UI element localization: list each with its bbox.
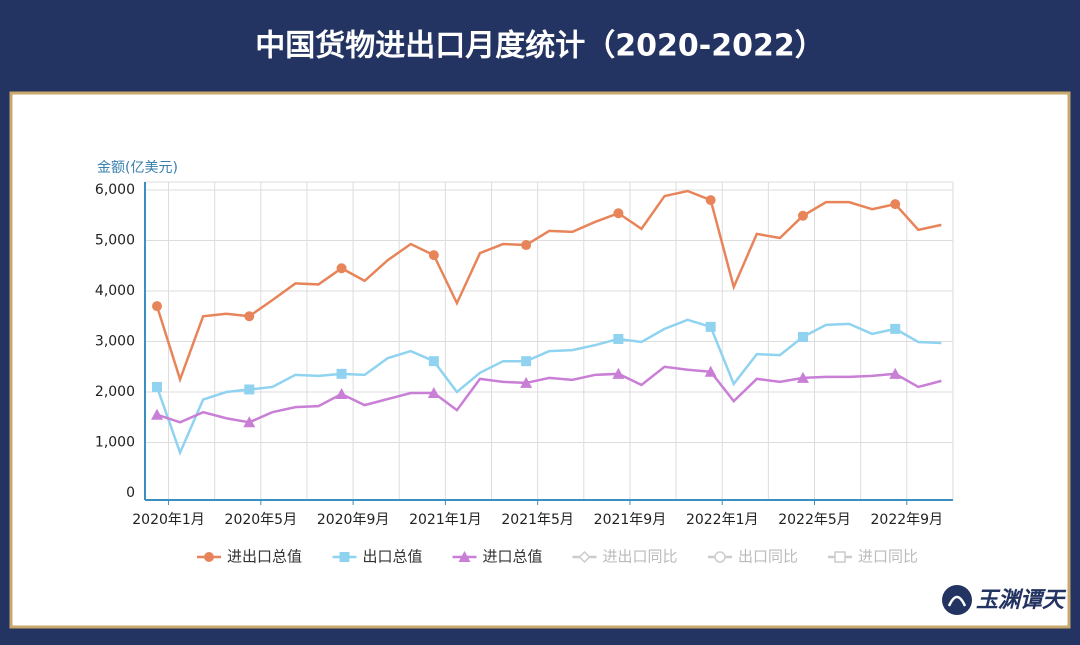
data-point [890, 199, 901, 210]
data-point [613, 208, 624, 219]
y-tick-label: 4,000 [95, 283, 135, 299]
legend-item: 进口同比 [828, 548, 918, 566]
data-point [520, 376, 533, 388]
data-point [521, 240, 532, 251]
legend-label: 进口同比 [858, 548, 918, 566]
legend-marker [339, 552, 350, 562]
watermark: 玉渊谭天 [976, 588, 1067, 613]
watermark-logo [942, 585, 972, 615]
legend-item: 出口同比 [708, 548, 798, 566]
legend-label: 进口总值 [483, 548, 543, 566]
data-point [244, 311, 255, 322]
y-tick-label: 0 [126, 485, 135, 501]
legend-label: 进出口总值 [227, 548, 302, 566]
data-point [244, 384, 255, 395]
legend-marker [578, 550, 591, 564]
data-point [521, 356, 532, 367]
data-point [797, 331, 808, 342]
data-point [796, 371, 809, 383]
data-point [890, 323, 901, 334]
data-point [428, 250, 439, 261]
legend-item: 进口总值 [452, 548, 543, 566]
legend-marker [458, 551, 471, 562]
data-point [335, 388, 348, 400]
y-tick-label: 1,000 [95, 435, 135, 451]
legend-label: 出口同比 [738, 548, 798, 566]
data-point [705, 195, 716, 206]
data-point [613, 333, 624, 344]
data-point [152, 381, 162, 392]
data-point [336, 368, 347, 379]
x-tick-label: 2022年5月 [778, 512, 851, 528]
data-point [612, 367, 625, 379]
data-point [151, 408, 163, 420]
y-axis-label: 金额(亿美元) [97, 160, 178, 176]
legend-marker [834, 551, 846, 563]
legend-item: 出口总值 [332, 548, 423, 566]
legend-label: 进出口同比 [603, 548, 678, 566]
legend-item: 进出口总值 [197, 548, 302, 566]
x-tick-label: 2022年1月 [686, 512, 759, 528]
legend-marker [204, 552, 214, 562]
chart-title: 中国货物进出口月度统计（2020-2022） [255, 29, 824, 64]
data-point [889, 367, 902, 379]
watermark-group: 玉渊谭天 [942, 585, 1067, 615]
y-tick-label: 5,000 [95, 233, 135, 249]
x-tick-label: 2021年1月 [409, 512, 482, 528]
data-point [797, 210, 808, 221]
y-tick-label: 2,000 [95, 384, 135, 400]
data-point [427, 387, 440, 399]
data-point [428, 356, 439, 367]
data-point [704, 365, 717, 377]
x-tick-label: 2020年5月 [225, 512, 298, 528]
legend-marker [714, 551, 726, 563]
legend-label: 出口总值 [363, 548, 423, 566]
x-tick-label: 2020年1月 [132, 512, 205, 528]
legend-item: 进出口同比 [572, 548, 678, 566]
x-tick-label: 2021年9月 [594, 512, 667, 528]
data-point [243, 416, 256, 428]
y-tick-label: 3,000 [95, 334, 135, 350]
data-point [336, 263, 347, 274]
x-tick-label: 2020年9月 [317, 512, 390, 528]
watermark-logo-mark [947, 595, 967, 607]
x-tick-label: 2021年5月 [501, 512, 574, 528]
data-point [152, 301, 162, 312]
data-point [705, 321, 716, 332]
x-tick-label: 2022年9月 [871, 512, 944, 528]
y-tick-label: 6,000 [95, 182, 135, 198]
